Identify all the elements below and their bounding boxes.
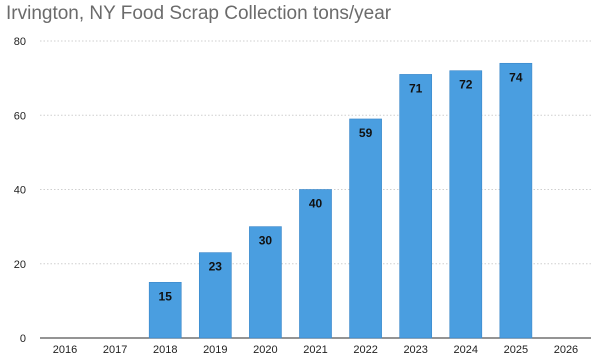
y-tick-label-40: 40 (14, 185, 26, 197)
data-label-2025: 74 (509, 70, 523, 84)
x-axis-tick-labels: 2016 2017 2018 2019 2020 2021 2022 2023 2024 2025… (53, 344, 578, 356)
x-tick-label-2021: 2021 (303, 344, 327, 356)
data-label-2021: 40 (309, 197, 323, 211)
data-label-2018: 15 (159, 289, 173, 303)
x-tick-label-2020: 2020 (253, 344, 277, 356)
bar-2019 (198, 252, 232, 339)
bar-2020 (249, 226, 282, 339)
x-tick-label-2023: 2023 (403, 344, 427, 356)
x-tick-label-2025: 2025 (504, 344, 528, 356)
data-label-2020: 30 (259, 234, 273, 248)
x-tick-label-2017: 2017 (103, 344, 127, 356)
bars (148, 62, 533, 339)
chart-title: Irvington, NY Food Scrap Collection tons… (6, 3, 392, 24)
bar-2025 (499, 62, 533, 339)
x-tick-label-2019: 2019 (203, 344, 227, 356)
bar-2023 (399, 74, 433, 339)
x-tick-label-2016: 2016 (53, 344, 77, 356)
bar-2022 (349, 118, 382, 339)
y-axis-tick-labels: 0 20 40 60 80 (14, 36, 26, 345)
data-label-2024: 72 (459, 78, 473, 92)
data-label-2019: 23 (209, 260, 223, 274)
bar-2021 (299, 189, 332, 339)
x-tick-label-2024: 2024 (454, 344, 478, 356)
x-tick-label-2026: 2026 (554, 344, 578, 356)
x-tick-label-2018: 2018 (153, 344, 177, 356)
bar-2018 (148, 282, 182, 339)
data-label-2023: 71 (409, 81, 423, 95)
bar-2024 (449, 70, 483, 339)
data-labels: 15 23 30 40 59 71 72 74 (159, 70, 523, 303)
data-label-2022: 59 (359, 126, 373, 140)
y-tick-label-20: 20 (14, 259, 26, 271)
y-tick-label-60: 60 (14, 110, 26, 122)
x-tick-label-2022: 2022 (353, 344, 377, 356)
y-tick-label-80: 80 (14, 36, 26, 48)
y-tick-label-0: 0 (20, 333, 26, 345)
